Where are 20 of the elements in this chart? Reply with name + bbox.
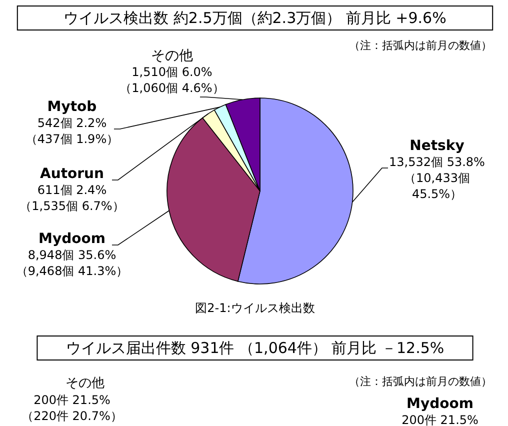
caption: 図2-1:ウイルス検出数	[195, 301, 315, 315]
slice-label: その他	[151, 48, 193, 64]
slice-label: Autorun	[40, 166, 104, 182]
slice-label: Netsky	[410, 138, 464, 154]
text: その他	[66, 376, 104, 391]
text: （注：括弧内は前月の数値）	[349, 39, 492, 52]
slice-label: Mytob	[47, 99, 97, 115]
text: （220件 20.7%）	[22, 409, 122, 423]
text: 200件 21.5%	[34, 393, 110, 407]
text: 200件 21.5%	[402, 413, 478, 426]
text: ウイルス届出件数 931件 （1,064件） 前月比 －12.5%	[66, 339, 444, 357]
text: （注：括弧内は前月の数値）	[349, 375, 492, 388]
slice-label: Mydoom	[38, 231, 106, 247]
data-label: 611個 2.4% （1,535個 6.7%）	[20, 183, 124, 213]
data-label: 542個 2.2% （437個 1.9%）	[25, 116, 119, 146]
data-label: 8,948個 35.6% （9,468個 41.3%）	[16, 248, 128, 278]
chart-title: ウイルス検出数 約2.5万個（約2.3万個） 前月比 +9.6%	[64, 9, 446, 27]
data-label: 1,510個 6.0% （1,060個 4.6%）	[120, 65, 224, 95]
text: Mydoom	[406, 396, 474, 412]
data-label: 13,532個 53.8% （10,433個 45.5%）	[389, 155, 485, 201]
